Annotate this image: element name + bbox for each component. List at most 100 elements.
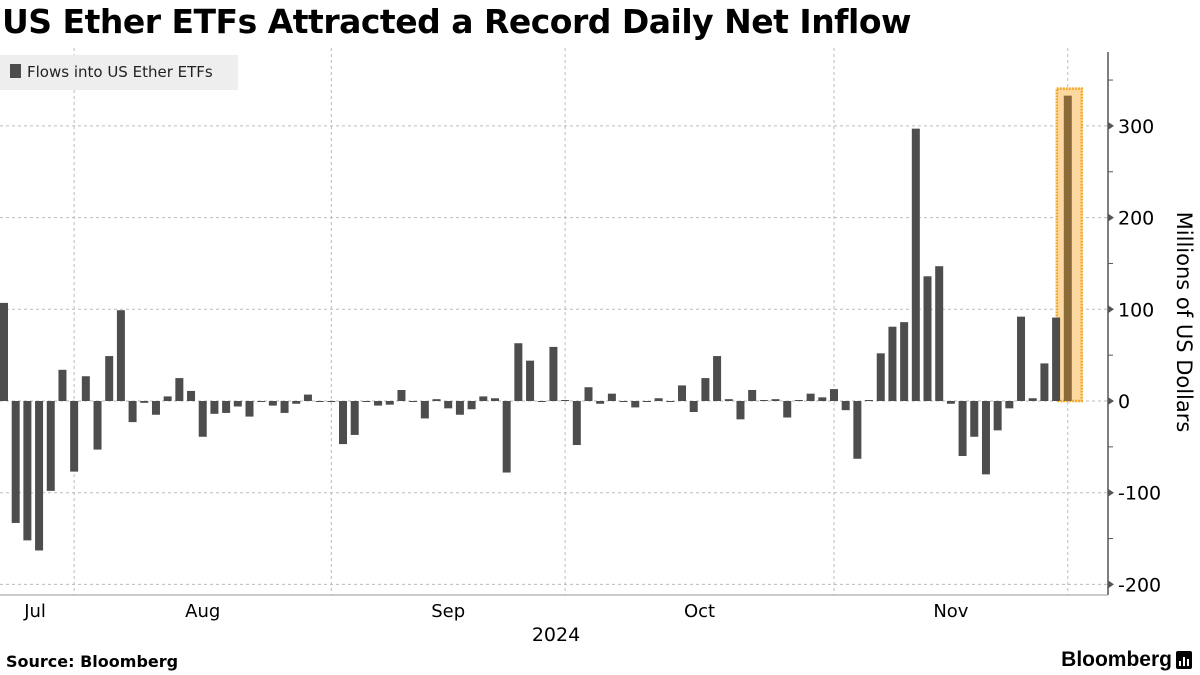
y-tick-label: 300 <box>1118 116 1154 138</box>
bar <box>935 266 944 401</box>
legend-background <box>0 55 238 90</box>
bar <box>385 401 394 405</box>
bar <box>853 401 862 459</box>
bar <box>315 401 324 402</box>
y-tick-marker <box>1108 213 1114 222</box>
bar <box>958 401 967 457</box>
bar <box>105 356 114 401</box>
bar <box>23 401 32 541</box>
y-axis: 300 200 100 0 -100 -200 <box>1107 52 1161 596</box>
brand-name: Bloomberg <box>1061 648 1172 671</box>
bar <box>409 401 418 402</box>
bar-record <box>1063 95 1072 401</box>
bar <box>1052 317 1061 401</box>
bloomberg-chart-icon <box>1176 651 1192 669</box>
bar <box>257 401 266 402</box>
y-tick-label: -100 <box>1118 483 1161 505</box>
bar <box>911 128 920 401</box>
bar <box>163 396 172 401</box>
bar <box>771 399 780 401</box>
bar <box>140 401 149 403</box>
bar <box>748 389 757 401</box>
bar <box>514 343 523 401</box>
bar <box>151 401 160 415</box>
bar <box>607 393 616 401</box>
bar <box>631 401 640 408</box>
bar <box>724 399 733 401</box>
bar <box>175 378 184 401</box>
bar <box>70 401 79 472</box>
bar <box>397 389 406 401</box>
bar <box>0 302 8 401</box>
y-tick-marker <box>1108 488 1114 497</box>
bar <box>292 401 301 404</box>
bar <box>549 346 558 401</box>
x-tick-label: Aug <box>185 601 220 622</box>
bar <box>713 356 722 401</box>
bar <box>561 400 570 401</box>
bar <box>479 396 488 401</box>
bar <box>467 401 476 410</box>
bloomberg-logo: Bloomberg <box>1061 648 1192 672</box>
y-tick-marker <box>1108 121 1114 130</box>
legend-label: Flows into US Ether ETFs <box>27 63 213 81</box>
bar <box>420 401 429 419</box>
bar <box>280 401 289 413</box>
bar <box>303 394 312 401</box>
y-tick-marker <box>1108 580 1114 589</box>
bar <box>678 385 687 401</box>
bar <box>865 400 874 401</box>
bar <box>46 401 55 491</box>
bars <box>0 95 1072 551</box>
bar <box>642 401 651 402</box>
bar <box>1005 401 1014 409</box>
bar <box>374 401 383 406</box>
bar <box>876 353 885 401</box>
bar <box>198 401 207 437</box>
bar <box>327 401 336 402</box>
bar <box>783 401 792 418</box>
bar <box>701 378 710 401</box>
bar <box>432 399 441 401</box>
bar <box>1028 398 1037 401</box>
bar <box>841 401 850 411</box>
bar <box>794 400 803 401</box>
bar <box>339 401 348 445</box>
bar <box>350 401 359 435</box>
x-tick-label: Jul <box>23 601 46 622</box>
bar <box>81 376 90 401</box>
bar <box>689 401 698 413</box>
y-tick-label: 200 <box>1118 208 1154 230</box>
y-tick-label: -200 <box>1118 574 1161 596</box>
bar <box>35 401 44 551</box>
bar <box>806 393 815 401</box>
bar <box>526 360 535 401</box>
bar <box>93 401 102 450</box>
x-tick-label: Sep <box>431 601 465 622</box>
bar <box>584 387 593 401</box>
y-tick-label: 100 <box>1118 299 1154 321</box>
bar <box>116 310 125 401</box>
legend: Flows into US Ether ETFs <box>0 55 238 90</box>
x-axis: Jul Aug Sep Oct Nov <box>0 594 1108 622</box>
bar <box>490 398 499 401</box>
bar <box>233 401 242 407</box>
bar <box>502 401 511 473</box>
bar <box>666 401 675 402</box>
bar <box>58 369 67 401</box>
bar <box>619 401 628 402</box>
bar <box>900 322 909 401</box>
bar <box>759 400 768 401</box>
bar <box>923 276 932 401</box>
x-tick-label: Oct <box>684 601 715 622</box>
x-tick-label: Nov <box>933 601 968 622</box>
bar <box>829 389 838 401</box>
bar <box>444 401 453 409</box>
bar <box>187 390 196 401</box>
bar <box>596 401 605 404</box>
bar <box>981 401 990 475</box>
y-tick-marker <box>1108 305 1114 314</box>
bar <box>572 401 581 446</box>
bar <box>946 401 955 404</box>
